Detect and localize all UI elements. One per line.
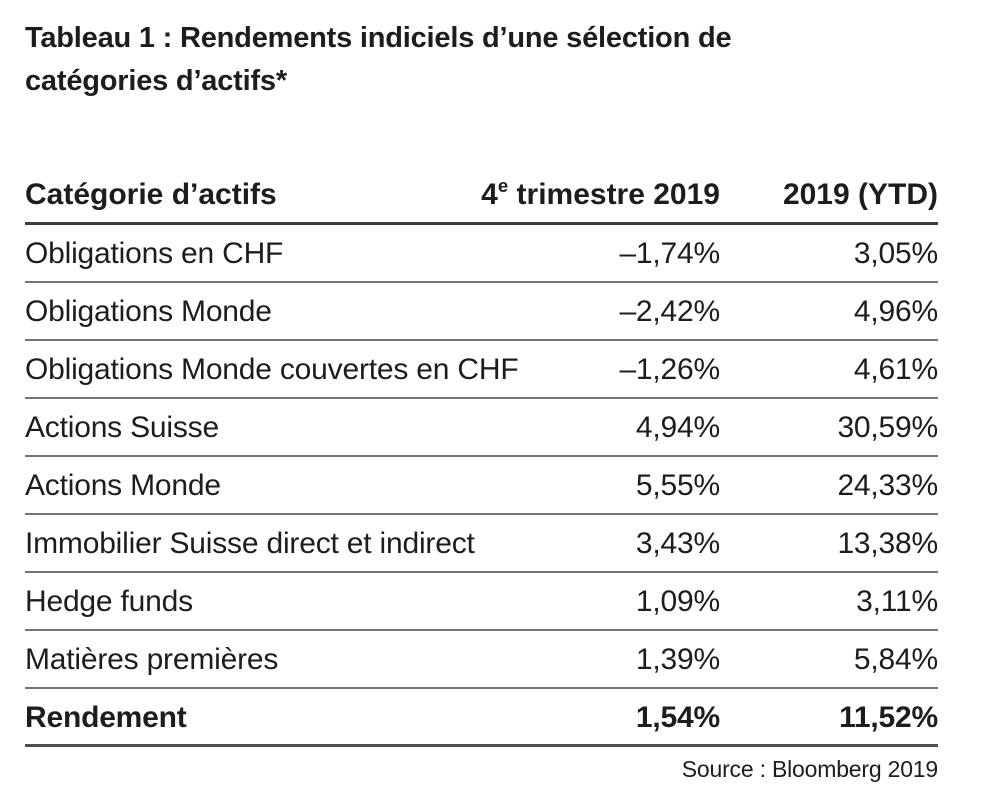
table-row: Actions Suisse 4,94% 30,59%: [25, 399, 938, 457]
row-q4-value: 5,55%: [635, 469, 720, 502]
row-q4-value: –2,42%: [619, 295, 720, 328]
row-ytd-value: 24,33%: [837, 469, 938, 502]
table-row: Obligations en CHF –1,74% 3,05%: [25, 225, 938, 283]
row-ytd-value: 3,11%: [856, 585, 938, 618]
row-label: Actions Suisse: [25, 411, 219, 444]
row-label: Hedge funds: [25, 585, 193, 618]
returns-table: Catégorie d’actifs 4e trimestre 2019 201…: [25, 167, 938, 747]
table-total-row: Rendement 1,54% 11,52%: [25, 689, 938, 747]
source-note: Source : Bloomberg 2019: [681, 756, 938, 782]
row-q4-value: 1,54%: [635, 701, 720, 734]
row-ytd-value: 13,38%: [837, 527, 938, 560]
table-row: Obligations Monde couvertes en CHF –1,26…: [25, 341, 938, 399]
table-row: Immobilier Suisse direct et indirect 3,4…: [25, 515, 938, 573]
table-row: Hedge funds 1,09% 3,11%: [25, 573, 938, 631]
row-label: Rendement: [25, 701, 187, 734]
page-title: Tableau 1 : Rendements indiciels d’une s…: [25, 17, 938, 103]
row-label: Immobilier Suisse direct et indirect: [25, 527, 475, 560]
header-cell-category: Catégorie d’actifs: [25, 178, 277, 211]
row-label: Obligations Monde: [25, 295, 272, 328]
row-q4-value: 3,43%: [635, 527, 720, 560]
row-ytd-value: 30,59%: [837, 411, 938, 444]
row-ytd-value: 4,96%: [853, 295, 938, 328]
document-page: Tableau 1 : Rendements indiciels d’une s…: [25, 0, 938, 783]
row-label: Obligations en CHF: [25, 237, 284, 270]
row-q4-value: 4,94%: [635, 411, 720, 444]
row-ytd-value: 5,84%: [853, 643, 938, 676]
row-ytd-value: 3,05%: [853, 237, 938, 270]
table-row: Matières premières 1,39% 5,84%: [25, 631, 938, 689]
header-cell-q4: 4e trimestre 2019: [481, 175, 720, 211]
row-ytd-value: 11,52%: [839, 701, 938, 734]
table-header-row: Catégorie d’actifs 4e trimestre 2019 201…: [25, 167, 938, 225]
row-q4-value: –1,26%: [619, 353, 720, 386]
superscript-e: e: [497, 175, 509, 196]
row-label: Matières premières: [25, 643, 279, 676]
row-label: Actions Monde: [25, 469, 221, 502]
row-ytd-value: 4,61%: [853, 353, 938, 386]
row-label: Obligations Monde couvertes en CHF: [25, 353, 519, 386]
header-cell-ytd: 2019 (YTD): [782, 178, 938, 211]
row-q4-value: 1,39%: [635, 643, 720, 676]
table-row: Actions Monde 5,55% 24,33%: [25, 457, 938, 515]
table-row: Obligations Monde –2,42% 4,96%: [25, 283, 938, 341]
row-q4-value: –1,74%: [619, 237, 720, 270]
page-title-line-2: catégories d’actifs*: [25, 65, 287, 97]
row-q4-value: 1,09%: [635, 585, 720, 618]
page-title-line-1: Tableau 1 : Rendements indiciels d’une s…: [25, 22, 732, 54]
